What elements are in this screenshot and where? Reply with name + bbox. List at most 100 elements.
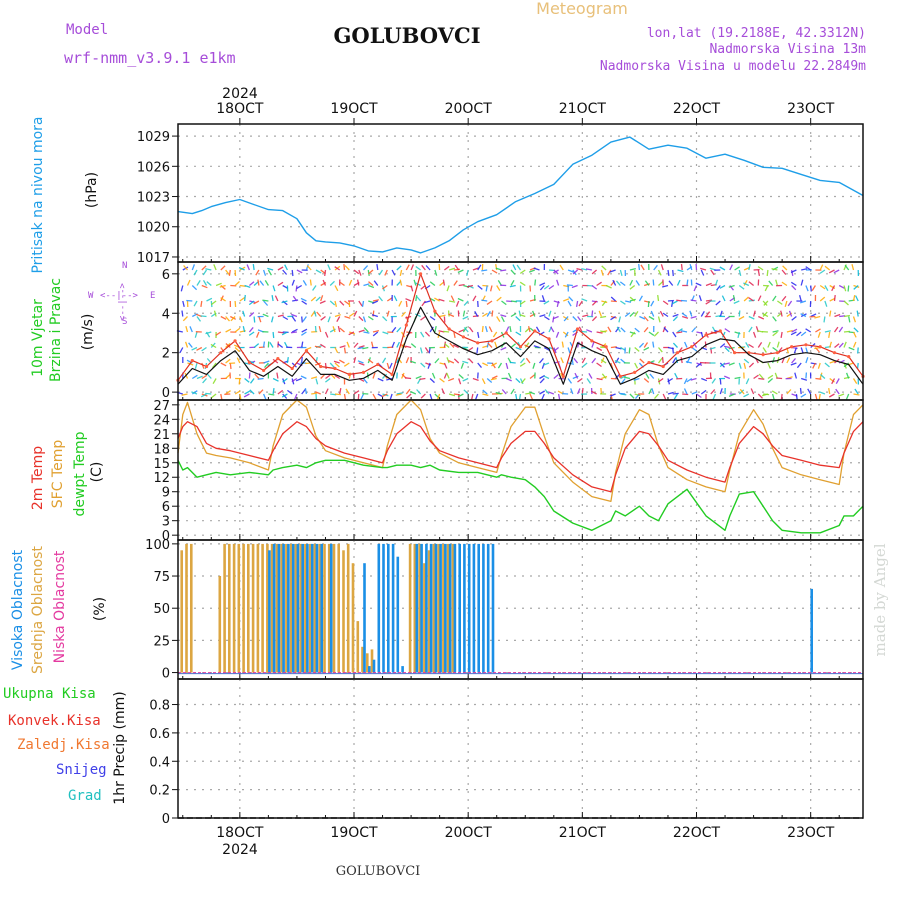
wind-arrow — [253, 343, 260, 348]
wind-arrow — [373, 280, 379, 286]
wind-arrow — [302, 316, 307, 322]
wind-arrow — [845, 393, 850, 400]
wind-arrow — [382, 316, 388, 322]
wind-arrow — [311, 392, 318, 395]
wind-arrow — [302, 280, 307, 286]
mid-cloud-bar — [237, 543, 241, 673]
wind-arrow — [515, 316, 521, 322]
wind-arrow — [571, 284, 578, 289]
wind-arrow — [339, 300, 345, 306]
wind-arrow — [601, 373, 607, 379]
wind-arrow — [269, 342, 274, 348]
wind-arrow — [563, 298, 570, 302]
wind-arrow — [291, 279, 295, 286]
wind-arrow — [629, 331, 636, 335]
wind-arrow — [481, 325, 484, 333]
wind-arrow — [805, 285, 809, 292]
time-label-top-0: 18OCT — [216, 101, 264, 117]
wind-arrow — [683, 378, 688, 385]
wind-arrow — [201, 374, 208, 380]
high-cloud-bar — [434, 543, 438, 673]
ytick-label-temp-5: 15 — [153, 457, 170, 472]
wind-arrow — [539, 314, 546, 318]
mid-cloud-bar — [294, 543, 298, 673]
wind-arrow — [486, 310, 491, 317]
wind-arrow — [415, 295, 418, 302]
wind-arrow — [790, 362, 797, 366]
wind-arrow — [481, 299, 488, 302]
wind-arrow — [748, 326, 753, 333]
ytick-label-pressure-1: 1020 — [137, 221, 170, 236]
high-cloud-bar — [272, 543, 276, 673]
wind-arrow — [738, 269, 742, 276]
wind-arrow — [488, 326, 493, 333]
wind-arrow — [505, 362, 509, 369]
wind-arrow — [244, 284, 251, 289]
wind-arrow — [263, 360, 270, 364]
wind-arrow — [477, 285, 483, 290]
wind-arrow — [748, 297, 754, 302]
wind-arrow — [306, 265, 312, 271]
wind-arrow — [186, 279, 191, 286]
wind-arrow — [220, 297, 226, 302]
wind-arrow — [320, 295, 324, 302]
mid-cloud-bar — [280, 543, 283, 673]
mid-cloud-bar — [299, 543, 302, 673]
wind-arrow — [228, 269, 231, 276]
wind-gust-point — [547, 337, 551, 341]
wind-arrow — [844, 264, 850, 271]
wind-arrow — [194, 331, 198, 338]
mid-cloud-bar — [370, 649, 374, 673]
wind-gust-point — [361, 370, 366, 374]
wind-arrow — [405, 377, 412, 380]
wind-arrow — [524, 342, 530, 348]
wind-arrow — [629, 279, 634, 286]
wind-arrow — [689, 310, 693, 317]
wind-arrow — [829, 310, 832, 317]
wind-arrow — [854, 388, 859, 395]
wind-arrow — [712, 393, 717, 400]
wind-arrow — [244, 377, 250, 383]
wind-gust-point — [718, 329, 722, 333]
wind-gust-point — [775, 351, 779, 355]
year-label-bottom: 2024 — [222, 842, 258, 858]
wind-arrow — [581, 267, 588, 271]
mid-cloud-bar — [285, 543, 288, 673]
wind-arrow — [201, 346, 207, 352]
wind-arrow — [462, 360, 469, 364]
wind-arrow — [234, 347, 240, 353]
wind-arrow — [509, 361, 516, 364]
wind-arrow — [448, 300, 456, 303]
wind-arrow — [719, 378, 722, 385]
ytick-label-temp-3: 9 — [162, 486, 170, 501]
wind-arrow — [673, 393, 679, 400]
wind-arrow — [610, 296, 617, 302]
wind-arrow — [581, 298, 588, 302]
wind-arrow — [591, 310, 594, 317]
wind-arrow — [264, 362, 269, 369]
wind-arrow — [242, 326, 246, 333]
wind-arrow — [763, 300, 769, 306]
wind-arrow — [318, 326, 322, 333]
wind-arrow — [674, 372, 679, 379]
wind-arrow — [548, 310, 552, 317]
mid-cloud-bar — [251, 543, 255, 673]
wind-arrow — [477, 362, 483, 369]
wind-arrow — [768, 280, 774, 286]
temp-unit: (C) — [89, 462, 105, 483]
wind-label-1: 10m Vjetar — [30, 299, 46, 377]
wind-arrow — [719, 362, 726, 368]
wind-arrow — [495, 391, 502, 395]
wind-arrow — [834, 313, 841, 318]
wind-arrow — [668, 280, 674, 286]
wind-arrow — [764, 285, 769, 292]
wind-arrow — [378, 269, 384, 276]
wind-arrow — [399, 279, 403, 286]
wind-arrow — [343, 362, 350, 367]
wind-arrow — [552, 316, 555, 323]
wind-arrow — [605, 284, 612, 289]
wind-arrow — [424, 347, 430, 353]
wind-arrow — [817, 331, 821, 338]
wind-arrow — [805, 266, 812, 271]
wind-arrow — [653, 331, 659, 337]
